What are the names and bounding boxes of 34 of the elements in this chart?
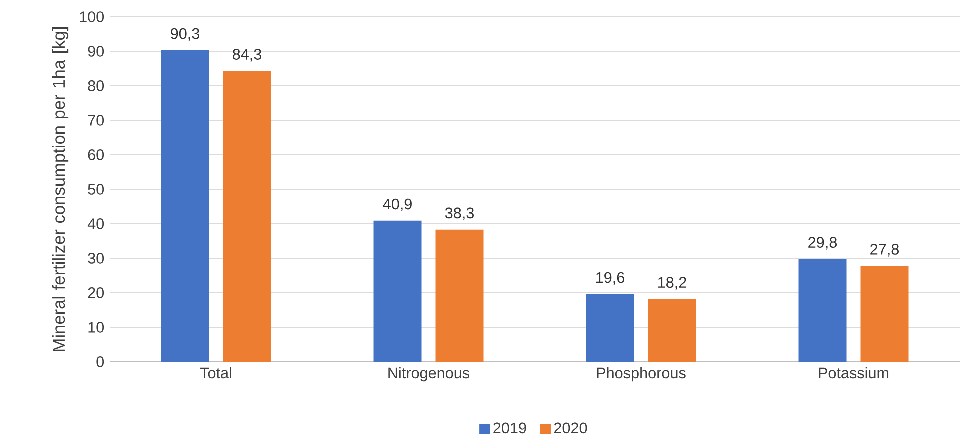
y-tick-label: 70 <box>88 115 104 126</box>
y-tick-label: 90 <box>88 46 104 57</box>
y-axis-title: Mineral fertilizer consumption per 1ha [kg] <box>52 28 69 352</box>
data-label: 90,3 <box>171 28 200 42</box>
bar <box>860 266 909 362</box>
bar <box>374 220 422 362</box>
x-tick-label: Potassium <box>819 367 889 379</box>
data-label: 38,3 <box>445 208 474 220</box>
y-tick-label: 30 <box>88 253 104 264</box>
bar <box>161 50 210 362</box>
y-tick-label: 0 <box>96 356 104 368</box>
bar <box>798 259 847 362</box>
bar <box>223 71 272 362</box>
data-label: 19,6 <box>596 272 624 285</box>
y-tick-label: 20 <box>88 288 104 298</box>
x-tick-label: Nitrogenous <box>388 367 470 382</box>
y-tick-label: 80 <box>88 80 104 92</box>
bar <box>648 299 696 362</box>
data-label: 40,9 <box>383 198 412 212</box>
x-tick-label: Total <box>200 367 232 379</box>
legend-label: 2020 <box>554 422 588 434</box>
data-label: 27,8 <box>870 244 900 257</box>
bar <box>436 230 484 362</box>
data-label: 29,8 <box>808 237 838 250</box>
x-tick-label: Phosphorous <box>597 367 686 382</box>
y-tick-label: 10 <box>88 322 104 333</box>
data-label: 84,3 <box>233 49 262 62</box>
bar <box>586 294 634 362</box>
y-tick-label: 50 <box>88 184 104 195</box>
y-tick-label: 100 <box>80 12 104 22</box>
data-label: 18,2 <box>658 277 686 290</box>
y-tick-label: 60 <box>88 150 104 160</box>
legend-label: 2019 <box>494 422 526 434</box>
y-tick-label: 40 <box>88 218 104 230</box>
